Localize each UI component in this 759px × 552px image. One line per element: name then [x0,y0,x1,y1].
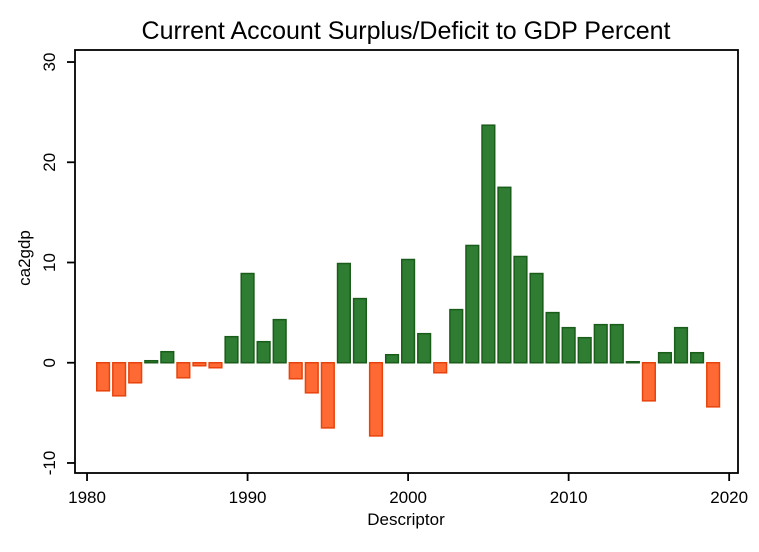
bar-1981 [96,361,111,392]
x-tick-label-1990: 1990 [229,488,267,507]
x-tick-label-1980: 1980 [68,488,106,507]
y-tick-label--10: -10 [40,451,59,476]
y-tick-label-20: 20 [40,153,59,172]
x-tick-label-2010: 2010 [550,488,588,507]
bar-2002 [433,361,448,374]
bar-2006 [497,186,512,364]
bar-2015 [641,361,656,402]
x-tick-label-2020: 2020 [710,488,748,507]
bar-1998 [368,361,384,437]
bar-2011 [577,336,592,364]
bar-1994 [304,361,319,394]
bar-2019 [706,361,721,408]
bar-1985 [160,350,175,364]
y-tick-label-0: 0 [40,358,59,367]
plot-border [74,49,739,474]
bar-2013 [609,323,624,364]
bar-2010 [561,326,576,364]
bar-1999 [384,353,400,364]
bar-1993 [288,361,303,380]
bar-2005 [481,124,496,364]
x-tick-label-2000: 2000 [389,488,427,507]
bar-1989 [224,335,239,364]
bar-1986 [176,361,191,379]
bar-2016 [657,351,673,364]
bar-2003 [449,308,464,364]
bar-1982 [112,361,127,397]
bar-2012 [593,323,608,364]
bar-2000 [401,258,416,364]
bar-1996 [336,262,351,364]
bar-1983 [128,361,143,384]
bar-2004 [465,244,480,364]
bar-1987 [192,361,207,367]
bar-2001 [417,332,432,364]
bar-2007 [513,255,528,364]
x-axis-label: Descriptor [367,510,445,529]
bar-1997 [352,297,368,364]
bar-1990 [240,272,255,364]
bar-2017 [673,326,689,364]
bar-1995 [320,361,335,429]
chart-title: Current Account Surplus/Deficit to GDP P… [142,17,671,45]
bar-1988 [208,361,223,369]
bar-2008 [529,272,544,364]
bar-2009 [545,311,560,364]
y-tick-label-30: 30 [40,53,59,72]
bar-1991 [256,340,271,364]
bar-1992 [272,318,287,364]
bar-2014 [625,360,640,364]
bar-2018 [689,351,705,364]
y-tick-label-10: 10 [40,253,59,272]
bar-1984 [144,359,159,364]
y-axis-label: ca2gdp [15,230,34,286]
